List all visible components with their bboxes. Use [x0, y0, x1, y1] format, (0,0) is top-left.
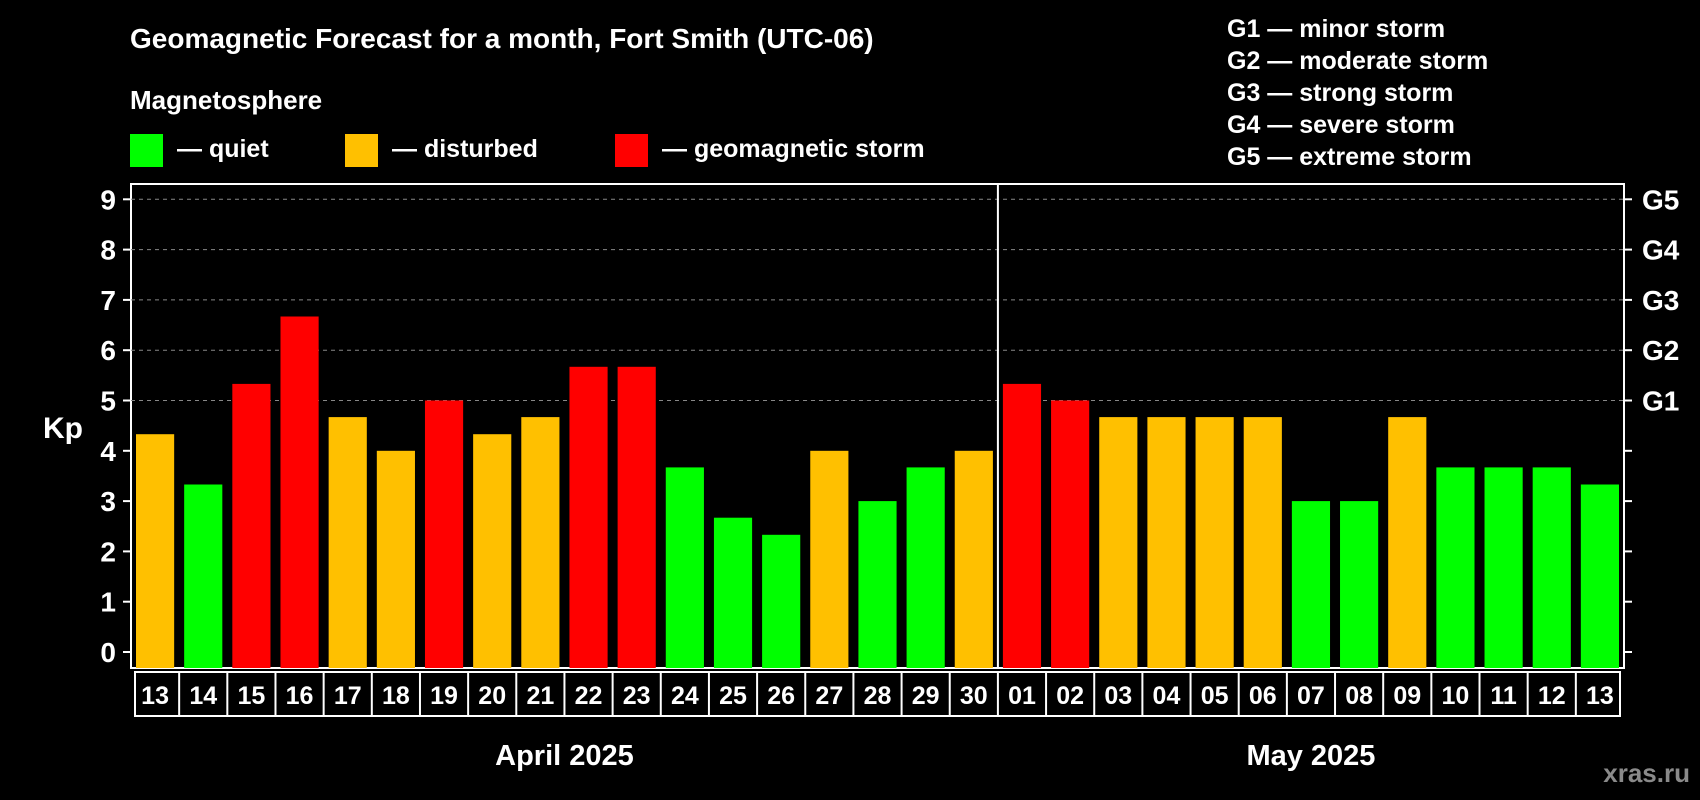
x-tick-label: 01	[1008, 682, 1036, 710]
storm-scale-item: G3 — strong storm	[1227, 79, 1453, 107]
kp-bar	[1147, 417, 1186, 668]
legend: — quiet — disturbed — geomagnetic storm	[130, 134, 925, 167]
x-tick-label: 08	[1345, 682, 1373, 710]
g-scale-tick-label: G2	[1642, 335, 1679, 366]
y-tick-label: 3	[100, 486, 116, 517]
storm-scale-item: G1 — minor storm	[1227, 15, 1445, 43]
x-tick-label: 25	[719, 682, 747, 710]
legend-label: — quiet	[177, 135, 269, 163]
y-tick-label: 1	[100, 587, 116, 618]
x-tick-label: 13	[141, 682, 169, 710]
x-tick-label: 21	[526, 682, 554, 710]
x-tick-label: 07	[1297, 682, 1325, 710]
y-axis-label: Kp	[43, 412, 83, 445]
g-scale-tick-label: G5	[1642, 184, 1679, 215]
kp-bar	[376, 450, 415, 668]
kp-bar	[1436, 467, 1475, 668]
kp-bar	[569, 366, 608, 668]
x-tick-label: 18	[382, 682, 410, 710]
x-tick-label: 03	[1104, 682, 1132, 710]
legend-label: — geomagnetic storm	[662, 135, 925, 163]
kp-bar	[665, 467, 704, 668]
date-row-frame	[134, 671, 1621, 717]
storm-scale-item: G2 — moderate storm	[1227, 47, 1488, 75]
kp-bar	[232, 383, 271, 668]
kp-bar	[713, 517, 753, 668]
x-tick-label: 20	[478, 682, 506, 710]
kp-bar	[1484, 467, 1523, 668]
x-tick-label: 22	[575, 682, 603, 710]
x-tick-label: 28	[864, 682, 892, 710]
y-tick-label: 0	[100, 637, 116, 668]
kp-bar	[1051, 400, 1090, 668]
x-tick-label: 17	[334, 682, 362, 710]
y-tick-label: 8	[100, 235, 116, 266]
kp-bar	[1532, 467, 1571, 668]
kp-bar	[1099, 417, 1138, 668]
kp-bar	[1340, 501, 1379, 668]
kp-bar	[1002, 383, 1042, 668]
kp-bar	[762, 534, 801, 668]
x-tick-label: 10	[1442, 682, 1470, 710]
legend-swatch	[130, 134, 163, 167]
x-tick-label: 09	[1393, 682, 1421, 710]
kp-bar	[1388, 417, 1427, 668]
kp-bar	[1580, 484, 1619, 668]
kp-bar	[521, 417, 560, 668]
kp-bar	[954, 450, 993, 668]
x-tick-label: 30	[960, 682, 988, 710]
kp-bar	[424, 400, 464, 668]
x-tick-label: 29	[912, 682, 940, 710]
storm-scale-item: G4 — severe storm	[1227, 111, 1455, 139]
kp-bar	[136, 434, 175, 668]
x-tick-label: 13	[1586, 682, 1614, 710]
x-tick-label: 11	[1490, 682, 1517, 710]
y-tick-label: 5	[100, 386, 116, 417]
y-tick-label: 9	[100, 184, 116, 215]
x-tick-label: 26	[767, 682, 795, 710]
chart-title: Geomagnetic Forecast for a month, Fort S…	[130, 23, 874, 54]
x-tick-label: 14	[189, 682, 217, 710]
kp-bar	[858, 501, 897, 668]
legend-swatch	[615, 134, 648, 167]
kp-bar	[1195, 417, 1234, 668]
x-tick-label: 27	[815, 682, 843, 710]
legend-label: — disturbed	[392, 135, 538, 163]
legend-swatch	[345, 134, 378, 167]
x-tick-label: 04	[1153, 682, 1181, 710]
x-tick-label: 16	[286, 682, 314, 710]
y-tick-label: 2	[100, 536, 116, 567]
x-tick-label: 15	[237, 682, 265, 710]
kp-bar	[328, 417, 367, 668]
x-tick-label: 06	[1249, 682, 1277, 710]
kp-bar	[1291, 501, 1331, 668]
storm-scale-list: G1 — minor storm G2 — moderate storm G3 — …	[1227, 15, 1488, 171]
g-scale-tick-label: G4	[1642, 235, 1680, 266]
kp-bar	[617, 366, 656, 668]
y-tick-label: 6	[100, 335, 116, 366]
y-tick-label: 4	[100, 436, 116, 467]
x-tick-label: 02	[1056, 682, 1084, 710]
x-tick-label: 05	[1201, 682, 1229, 710]
g-scale-tick-label: G1	[1642, 386, 1679, 417]
kp-bar	[184, 484, 223, 668]
kp-bar	[906, 467, 945, 668]
storm-scale-item: G5 — extreme storm	[1227, 143, 1472, 171]
watermark: xras.ru	[1603, 758, 1690, 788]
x-tick-label: 19	[430, 682, 458, 710]
kp-bar	[810, 450, 849, 668]
y-tick-label: 7	[100, 285, 116, 316]
legend-heading: Magnetosphere	[130, 85, 322, 115]
g-scale-tick-label: G3	[1642, 285, 1679, 316]
month-label: May 2025	[1246, 740, 1375, 772]
x-tick-label: 24	[671, 682, 699, 710]
x-tick-label: 12	[1538, 682, 1566, 710]
kp-bar	[473, 434, 512, 668]
kp-bar	[280, 316, 319, 668]
x-tick-label: 23	[623, 682, 651, 710]
month-label: April 2025	[495, 740, 634, 772]
kp-bar	[1243, 417, 1282, 668]
